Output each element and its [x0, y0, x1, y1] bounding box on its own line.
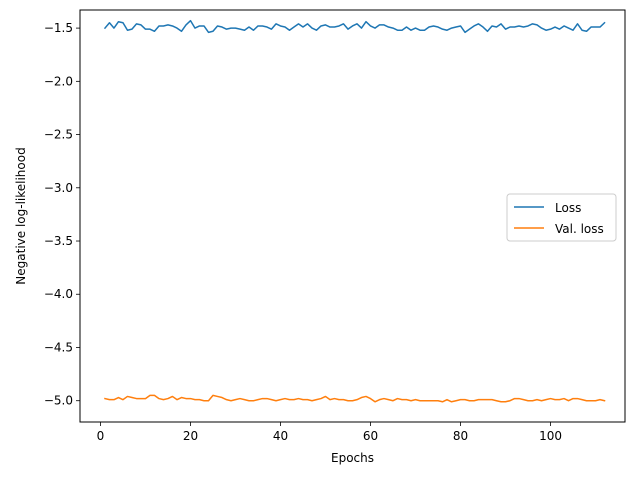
y-axis-label: Negative log-likelihood — [14, 147, 28, 284]
x-axis-label: Epochs — [331, 451, 374, 465]
series-line-val-loss — [104, 394, 606, 403]
legend-box — [506, 193, 617, 242]
y-tick-label: −4.0 — [44, 287, 73, 301]
legend: Loss Val. loss — [506, 193, 617, 242]
legend-label-loss: Loss — [555, 201, 581, 215]
plot-area — [103, 19, 606, 403]
x-tick-label: 40 — [273, 429, 288, 443]
legend-label-val-loss: Val. loss — [555, 222, 604, 236]
y-tick-label: −2.0 — [44, 74, 73, 88]
y-tick-label: −2.5 — [44, 128, 73, 142]
x-axis-ticks: 0 20 40 60 80 100 — [97, 422, 562, 443]
x-tick-label: 20 — [183, 429, 198, 443]
x-tick-label: 60 — [363, 429, 378, 443]
x-tick-label: 100 — [539, 429, 562, 443]
axes-frame — [79, 9, 626, 423]
y-axis-ticks: −1.5 −2.0 −2.5 −3.0 −3.5 −4.0 −4.5 −5.0 — [44, 21, 80, 408]
x-tick-label: 80 — [453, 429, 468, 443]
y-tick-label: −3.5 — [44, 234, 73, 248]
series-line-loss — [103, 19, 606, 34]
y-tick-label: −3.0 — [44, 181, 73, 195]
y-tick-label: −4.5 — [44, 340, 73, 354]
y-tick-label: −5.0 — [44, 394, 73, 408]
y-tick-label: −1.5 — [44, 21, 73, 35]
x-tick-label: 0 — [97, 429, 105, 443]
